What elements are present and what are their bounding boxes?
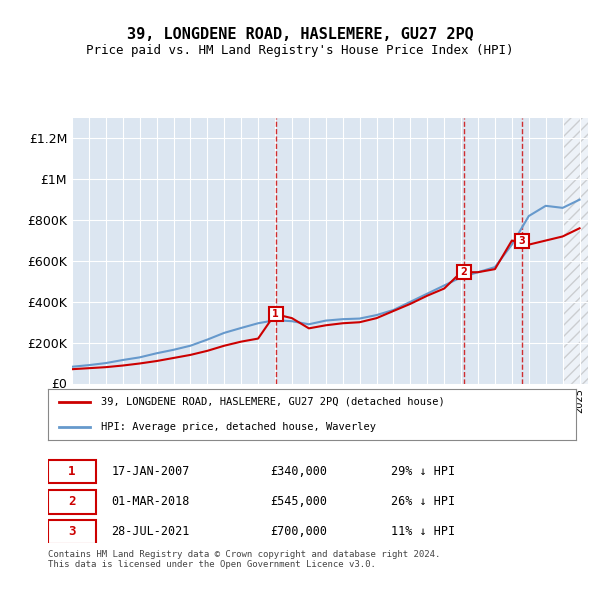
Text: 39, LONGDENE ROAD, HASLEMERE, GU27 2PQ (detached house): 39, LONGDENE ROAD, HASLEMERE, GU27 2PQ (… [101,397,445,407]
Text: 1: 1 [272,309,279,319]
Text: Price paid vs. HM Land Registry's House Price Index (HPI): Price paid vs. HM Land Registry's House … [86,44,514,57]
Text: 1: 1 [68,465,76,478]
FancyBboxPatch shape [48,520,95,544]
Text: 3: 3 [68,525,76,538]
Text: 29% ↓ HPI: 29% ↓ HPI [391,465,455,478]
Text: 26% ↓ HPI: 26% ↓ HPI [391,495,455,508]
FancyBboxPatch shape [48,460,95,483]
Text: 17-JAN-2007: 17-JAN-2007 [112,465,190,478]
Text: £340,000: £340,000 [270,465,327,478]
Text: 39, LONGDENE ROAD, HASLEMERE, GU27 2PQ: 39, LONGDENE ROAD, HASLEMERE, GU27 2PQ [127,27,473,41]
Bar [563,118,588,384]
Text: Contains HM Land Registry data © Crown copyright and database right 2024.
This d: Contains HM Land Registry data © Crown c… [48,550,440,569]
Text: HPI: Average price, detached house, Waverley: HPI: Average price, detached house, Wave… [101,422,376,432]
FancyBboxPatch shape [48,490,95,513]
Text: £700,000: £700,000 [270,525,327,538]
Text: 3: 3 [518,235,525,245]
Text: 2: 2 [68,495,76,508]
Text: £545,000: £545,000 [270,495,327,508]
Text: 11% ↓ HPI: 11% ↓ HPI [391,525,455,538]
Text: 28-JUL-2021: 28-JUL-2021 [112,525,190,538]
Text: 2: 2 [461,267,467,277]
Text: 01-MAR-2018: 01-MAR-2018 [112,495,190,508]
